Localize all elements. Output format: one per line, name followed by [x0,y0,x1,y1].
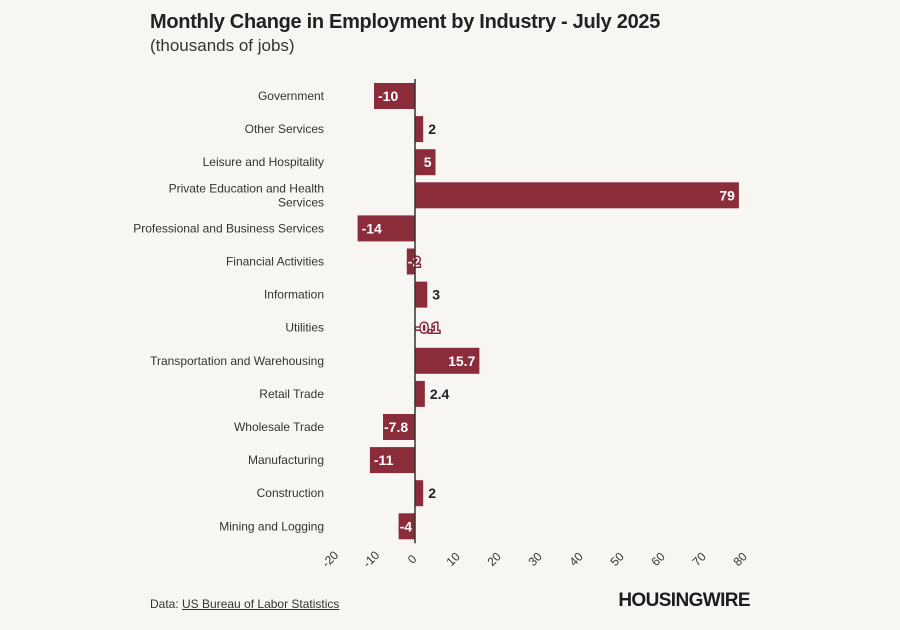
bar [415,149,436,176]
data-label: 15.7 [448,353,475,369]
x-tick-label: 60 [648,549,668,569]
chart-subtitle: (thousands of jobs) [150,36,295,55]
category-label: Retail Trade [259,387,324,401]
category-label-line: Wholesale Trade [234,420,324,434]
source-prefix: Data: [150,597,183,611]
category-label-line: Private Education and Health [169,181,324,195]
category-label-line: Government [258,89,325,103]
bar [415,116,424,143]
category-label-line: Utilities [285,321,324,335]
bar [415,182,739,209]
bar [369,447,415,474]
data-label: 2.4 [430,386,450,402]
category-label: Utilities [285,321,324,335]
category-label-line: Professional and Business Services [133,221,324,235]
bar [374,83,415,109]
category-label: Leisure and Hospitality [203,155,324,169]
category-label: Mining and Logging [219,519,324,533]
category-label: Other Services [245,122,324,136]
x-tick-label: 40 [566,549,586,569]
category-label: Wholesale Trade [234,420,324,434]
bar [415,347,480,374]
x-tick-label: 50 [607,549,627,569]
bar [415,281,428,308]
data-label: -2 [408,254,421,270]
bar [357,215,415,242]
category-label-line: Mining and Logging [219,519,324,533]
category-label-line: Construction [257,486,324,500]
category-label-line: Leisure and Hospitality [203,155,324,169]
category-label-line: Transportation and Warehousing [150,354,324,368]
category-label-line: Services [278,195,324,209]
x-tick-label: 0 [405,552,420,567]
data-label: 3 [432,287,440,303]
data-label: 79 [719,187,735,203]
bar [398,513,415,540]
data-label: -4 [400,518,413,534]
x-tick-label: 10 [443,549,463,569]
x-tick-label: 70 [689,549,709,569]
brand-logo: HOUSINGWIRE [618,590,750,611]
x-tick-label: -20 [319,548,341,570]
category-label-line: Other Services [245,122,324,136]
category-label-line: Information [264,288,324,302]
data-label: 2 [428,121,436,137]
bar [383,414,415,440]
category-label: Transportation and Warehousing [150,354,324,368]
data-label: -14 [362,220,382,236]
data-label: -11 [374,452,394,468]
chart-title: Monthly Change in Employment by Industry… [150,11,661,33]
x-tick-label: 20 [484,549,504,569]
data-label: -0.1 [416,320,440,336]
category-label-line: Retail Trade [259,387,324,401]
data-label: -10 [378,88,398,104]
bar [406,248,415,275]
data-label: -7.8 [384,419,408,435]
x-tick-label: 30 [525,549,545,569]
category-label: Professional and Business Services [133,221,324,235]
category-label: Financial Activities [226,255,324,269]
bar [415,380,425,407]
source-link[interactable]: US Bureau of Labor Statistics [182,597,340,611]
category-label: Private Education and Health Services [169,181,324,209]
category-label: Manufacturing [248,453,324,467]
category-label-line: Manufacturing [248,453,324,467]
category-label: Information [264,288,324,302]
category-label: Government [258,89,325,103]
bar [415,480,424,507]
data-label: 2 [428,485,436,501]
x-tick-label: 80 [730,549,750,569]
category-label-line: Financial Activities [226,255,324,269]
x-tick-label: -10 [360,548,382,570]
data-source-note: Data: US Bureau of Labor Statistics [150,597,339,611]
data-label: 5 [424,154,432,170]
category-label: Construction [257,486,324,500]
